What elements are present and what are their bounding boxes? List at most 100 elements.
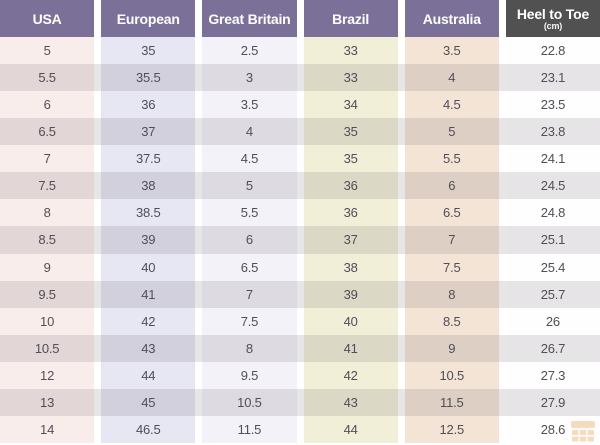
column-header-label: USA — [32, 10, 62, 27]
table-cell: 7 — [404, 226, 499, 254]
table-cell: 5.5 — [404, 145, 499, 173]
table-cell: 4 — [404, 64, 499, 92]
table-cell: 34 — [303, 91, 398, 119]
table-cell: 41 — [101, 280, 196, 308]
table-cell: 22.8 — [505, 37, 600, 65]
table-cell: 9 — [0, 253, 95, 281]
column-header-label: European — [116, 10, 180, 27]
column-header-usa: USA — [0, 0, 95, 37]
table-cell: 24.1 — [505, 145, 600, 173]
table-cell: 2.5 — [202, 37, 297, 65]
table-cell: 43 — [101, 334, 196, 362]
table-cell: 36 — [101, 91, 196, 119]
table-cell: 5 — [404, 118, 499, 146]
column-header-label: Brazil — [332, 10, 370, 27]
table-cell: 3.5 — [404, 37, 499, 65]
table-cell: 41 — [303, 334, 398, 362]
table-cell: 25.4 — [505, 253, 600, 281]
table-cell: 9.5 — [0, 280, 95, 308]
table-cell: 5.5 — [0, 64, 95, 92]
table-cell: 36 — [303, 172, 398, 200]
table-cell: 11.5 — [202, 415, 297, 443]
table-cell: 11.5 — [404, 388, 499, 416]
table-cell: 8 — [404, 280, 499, 308]
table-cell: 40 — [101, 253, 196, 281]
table-cell: 5.5 — [202, 199, 297, 227]
table-cell: 13 — [0, 388, 95, 416]
table-cell: 6 — [404, 172, 499, 200]
table-cell: 28.6 — [505, 415, 600, 443]
table-cell: 8.5 — [0, 226, 95, 254]
table-cell: 44 — [101, 361, 196, 389]
table-cell: 24.5 — [505, 172, 600, 200]
table-body: 5 35 2.5 33 3.5 22.8 5.5 35.5 3 33 4 23.1 6 36 3.5 34 4.… — [0, 37, 600, 443]
table-cell: 35 — [303, 118, 398, 146]
table-cell: 6.5 — [202, 253, 297, 281]
table-cell: 37.5 — [101, 145, 196, 173]
table-cell: 6 — [0, 91, 95, 119]
table-row: 6 36 3.5 34 4.5 23.5 — [0, 91, 600, 119]
table-cell: 12.5 — [404, 415, 499, 443]
table-cell: 8 — [202, 334, 297, 362]
table-row: 13 45 10.5 43 11.5 27.9 — [0, 388, 600, 416]
table-cell: 26.7 — [505, 334, 600, 362]
table-cell: 42 — [101, 307, 196, 335]
table-cell: 25.1 — [505, 226, 600, 254]
table-cell: 33 — [303, 64, 398, 92]
column-header-brazil: Brazil — [303, 0, 398, 37]
column-header-label: Great Britain — [208, 10, 291, 27]
table-row: 14 46.5 11.5 44 12.5 28.6 — [0, 415, 600, 443]
table-cell: 6.5 — [404, 199, 499, 227]
table-cell: 8 — [0, 199, 95, 227]
table-cell: 9 — [404, 334, 499, 362]
table-row: 8.5 39 6 37 7 25.1 — [0, 226, 600, 254]
table-cell: 7.5 — [202, 307, 297, 335]
table-row: 7.5 38 5 36 6 24.5 — [0, 172, 600, 200]
column-header-label: Heel to Toe — [516, 5, 590, 22]
table-cell: 10 — [0, 307, 95, 335]
table-cell: 27.9 — [505, 388, 600, 416]
table-header-row: USA European Great Britain Brazil Austra… — [0, 0, 600, 37]
table-cell: 45 — [101, 388, 196, 416]
table-cell: 7 — [202, 280, 297, 308]
table-cell: 10.5 — [0, 334, 95, 362]
table-cell: 3 — [202, 64, 297, 92]
table-cell: 10.5 — [404, 361, 499, 389]
table-cell: 43 — [303, 388, 398, 416]
column-header-great-britain: Great Britain — [202, 0, 297, 37]
table-row: 5.5 35.5 3 33 4 23.1 — [0, 64, 600, 92]
table-cell: 14 — [0, 415, 95, 443]
table-cell: 24.8 — [505, 199, 600, 227]
table-cell: 42 — [303, 361, 398, 389]
table-cell: 26 — [505, 307, 600, 335]
table-cell: 40 — [303, 307, 398, 335]
column-header-european: European — [101, 0, 196, 37]
table-cell: 4 — [202, 118, 297, 146]
table-cell: 3.5 — [202, 91, 297, 119]
table-row: 8 38.5 5.5 36 6.5 24.8 — [0, 199, 600, 227]
table-cell: 35.5 — [101, 64, 196, 92]
table-cell: 10.5 — [202, 388, 297, 416]
table-cell: 7 — [0, 145, 95, 173]
table-row: 12 44 9.5 42 10.5 27.3 — [0, 361, 600, 389]
table-cell: 25.7 — [505, 280, 600, 308]
table-cell: 7.5 — [404, 253, 499, 281]
table-cell: 38.5 — [101, 199, 196, 227]
column-header-heel-to-toe: Heel to Toe (cm) — [505, 0, 600, 37]
table-cell: 5 — [202, 172, 297, 200]
table-cell: 6 — [202, 226, 297, 254]
table-cell: 23.8 — [505, 118, 600, 146]
table-cell: 4.5 — [404, 91, 499, 119]
table-cell: 35 — [101, 37, 196, 65]
column-header-label: Australia — [422, 10, 481, 27]
table-cell: 46.5 — [101, 415, 196, 443]
table-row: 9 40 6.5 38 7.5 25.4 — [0, 253, 600, 281]
table-row: 10.5 43 8 41 9 26.7 — [0, 334, 600, 362]
table-cell: 4.5 — [202, 145, 297, 173]
table-cell: 35 — [303, 145, 398, 173]
table-cell: 39 — [303, 280, 398, 308]
table-cell: 38 — [303, 253, 398, 281]
table-row: 5 35 2.5 33 3.5 22.8 — [0, 37, 600, 65]
table-cell: 12 — [0, 361, 95, 389]
table-row: 6.5 37 4 35 5 23.8 — [0, 118, 600, 146]
